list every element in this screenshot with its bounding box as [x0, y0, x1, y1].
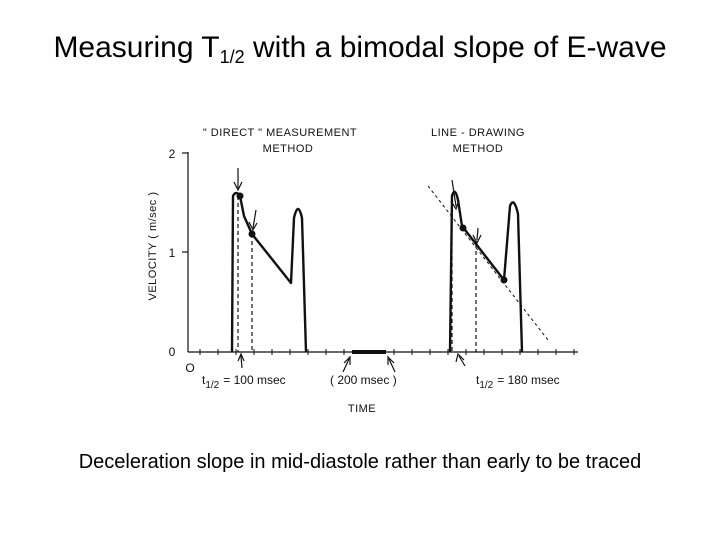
- title-rest: with a bimodal slope of E-wave: [253, 31, 667, 64]
- title-subscript: 1/2: [219, 47, 245, 67]
- time-scale-bar: [352, 350, 386, 354]
- slide-caption: Deceleration slope in mid-diastole rathe…: [78, 451, 642, 473]
- left-method-heading-line1: " DIRECT " MEASUREMENT: [203, 127, 357, 139]
- baseline-ticks: [199, 349, 575, 355]
- left-method-heading-line2: METHOD: [263, 143, 314, 155]
- left-velocity-waveform: [230, 191, 308, 353]
- time-scale-label: ( 200 msec ): [330, 373, 397, 387]
- left-t-half-label: t1/2 = 100 msec: [202, 373, 286, 391]
- x-axis-label: TIME: [348, 403, 376, 415]
- right-velocity-waveform: [448, 190, 524, 353]
- scale-arrows: [342, 355, 396, 373]
- right-t-half-label: t1/2 = 180 msec: [476, 373, 560, 391]
- title-main: Measuring T: [53, 31, 220, 64]
- right-half-point: [459, 224, 467, 232]
- right-end-point: [500, 276, 508, 284]
- right-arrows: [450, 179, 482, 367]
- right-method-heading-line2: METHOD: [453, 143, 504, 155]
- left-arrows: [233, 168, 258, 369]
- right-method-heading-line1: LINE - DRAWING: [431, 127, 525, 139]
- origin-marker: O: [185, 361, 194, 375]
- y-tick-2: 2: [169, 147, 176, 161]
- y-tick-0: 0: [169, 345, 176, 359]
- slide-title: Measuring T1/2 with a bimodal slope of E…: [40, 28, 680, 77]
- y-axis-label: VELOCITY ( m/sec ): [147, 191, 159, 300]
- y-tick-1: 1: [169, 246, 176, 260]
- extrapolated-slope-line: [427, 185, 549, 341]
